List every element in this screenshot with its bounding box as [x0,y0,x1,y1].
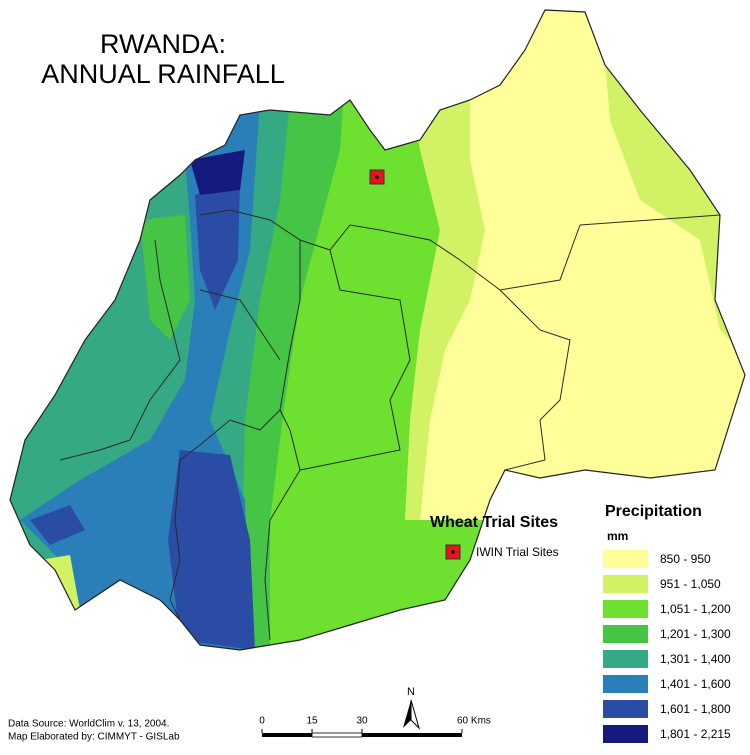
admin-line [199,209,581,291]
scale-label: 15 [306,716,318,727]
province-borders [59,209,721,641]
legend-label: 850 - 950 [660,552,711,566]
admin-line [179,240,301,461]
arrow-half [403,700,411,728]
legend-label: 1,801 - 2,215 [660,727,731,741]
legend-label: 1,201 - 1,300 [660,627,731,641]
country-border [9,9,746,651]
scale-bar: 0 15 30 60 Kms [259,716,491,738]
zone [30,505,85,545]
north-label: N [407,686,415,698]
legend-label: 1,601 - 1,800 [660,702,731,716]
source-note: Map Elaborated by: CIMMYT - GISLab [8,732,180,743]
admin-line [279,249,411,471]
admin-line [579,214,721,226]
scale-segment [311,732,363,738]
admin-line [169,459,181,621]
zone [190,150,245,195]
admin-line [199,289,281,361]
scale-segment [262,733,312,737]
admin-line [59,239,181,461]
precip-legend-unit: mm [607,529,628,543]
north-arrow: N [403,686,421,730]
arrow-half [410,699,421,730]
zone [195,180,240,310]
zone [168,450,255,650]
zone [140,215,190,340]
precip-legend: 850 - 950 951 - 1,050 1,051 - 1,200 1,201 -… [603,550,731,743]
precip-legend-title: Precipitation [605,503,702,520]
legend-swatch [603,575,648,593]
title-line: ANNUAL RAINFALL [41,59,285,89]
scale-label: 30 [356,716,368,727]
sites-legend-title: Wheat Trial Sites [430,514,558,531]
legend-swatch [603,675,648,693]
legend-swatch [603,725,648,743]
admin-line [499,289,571,471]
site-dot [375,175,379,179]
legend-swatch [603,625,648,643]
legend-swatch [603,550,648,568]
legend-label: 1,401 - 1,600 [660,677,731,691]
scale-segment [362,733,462,737]
site-dot [451,550,455,554]
legend-label: 1,051 - 1,200 [660,602,731,616]
legend-label: 951 - 1,050 [660,577,721,591]
zone [420,10,745,520]
scale-label: 60 Kms [457,716,491,727]
trial-site [369,169,385,185]
source-note: Data Source: WorldClim v. 13, 2004. [8,719,169,730]
title-line: RWANDA: [100,29,226,59]
legend-label: 1,301 - 1,400 [660,652,731,666]
sites-legend-label: IWIN Trial Sites [476,545,559,559]
admin-line [264,469,301,641]
scale-label: 0 [259,716,265,727]
legend-swatch [603,650,648,668]
legend-swatch [603,600,648,618]
legend-swatch [603,700,648,718]
